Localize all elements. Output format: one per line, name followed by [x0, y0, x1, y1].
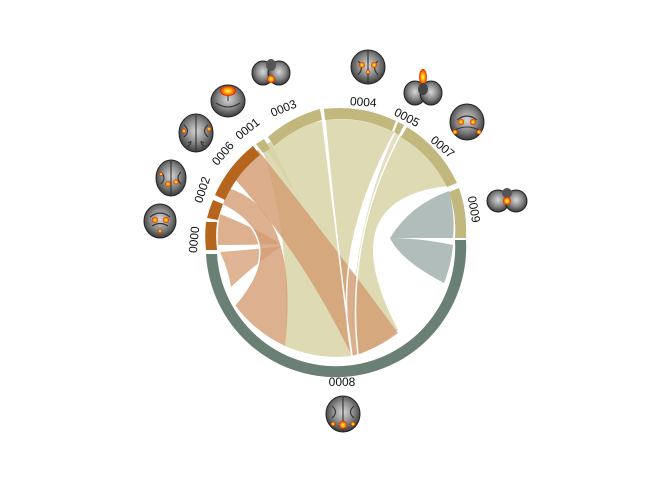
ribbon-0006-0008 — [232, 150, 398, 356]
ribbon-edge — [345, 131, 396, 357]
brain-image-0002 — [155, 159, 187, 197]
brain-image-0004 — [350, 49, 386, 85]
brain-image-0009 — [486, 188, 528, 213]
ribbon-edge — [222, 204, 261, 306]
arc-0006 — [215, 146, 260, 200]
label-0008: 0008 — [329, 375, 356, 389]
arc-0004 — [324, 108, 396, 131]
arc-0002 — [207, 200, 223, 220]
label-0006: 0006 — [209, 138, 237, 168]
arc-0000 — [205, 222, 217, 250]
arc-0007 — [401, 127, 457, 187]
label-0003: 0003 — [268, 97, 298, 120]
chord-arcs — [205, 108, 467, 378]
label-0000: 0000 — [186, 225, 202, 253]
ribbon-0000-0006 — [220, 246, 282, 287]
ribbon-0007-0008 — [355, 135, 447, 355]
arc-0009 — [449, 188, 467, 238]
brain-image-0000 — [143, 203, 177, 239]
label-0004: 0004 — [349, 94, 377, 110]
ribbon-edge — [354, 134, 401, 356]
ribbon-0009-0008 — [390, 191, 454, 283]
brain-image-0008 — [325, 395, 361, 433]
arc-0005 — [394, 122, 404, 135]
brain-image-0007 — [449, 103, 485, 141]
brain-image-0006 — [178, 113, 214, 153]
arc-0001 — [256, 139, 270, 153]
brain-image-0003 — [251, 59, 291, 86]
ribbon-0002-0008 — [223, 188, 288, 346]
label-0009: 0009 — [465, 195, 483, 224]
brain-thumbnails — [143, 49, 528, 433]
brain-image-0001 — [210, 84, 246, 118]
ribbon-0000-0002 — [217, 214, 280, 245]
ribbon-0001-0003 — [263, 142, 296, 195]
label-0001: 0001 — [233, 115, 263, 143]
ribbon-0004-0008 — [325, 119, 395, 357]
chord-ribbons — [217, 119, 454, 357]
brain-image-0005 — [403, 69, 443, 106]
label-0002: 0002 — [191, 175, 213, 205]
arc-0003 — [268, 109, 322, 146]
